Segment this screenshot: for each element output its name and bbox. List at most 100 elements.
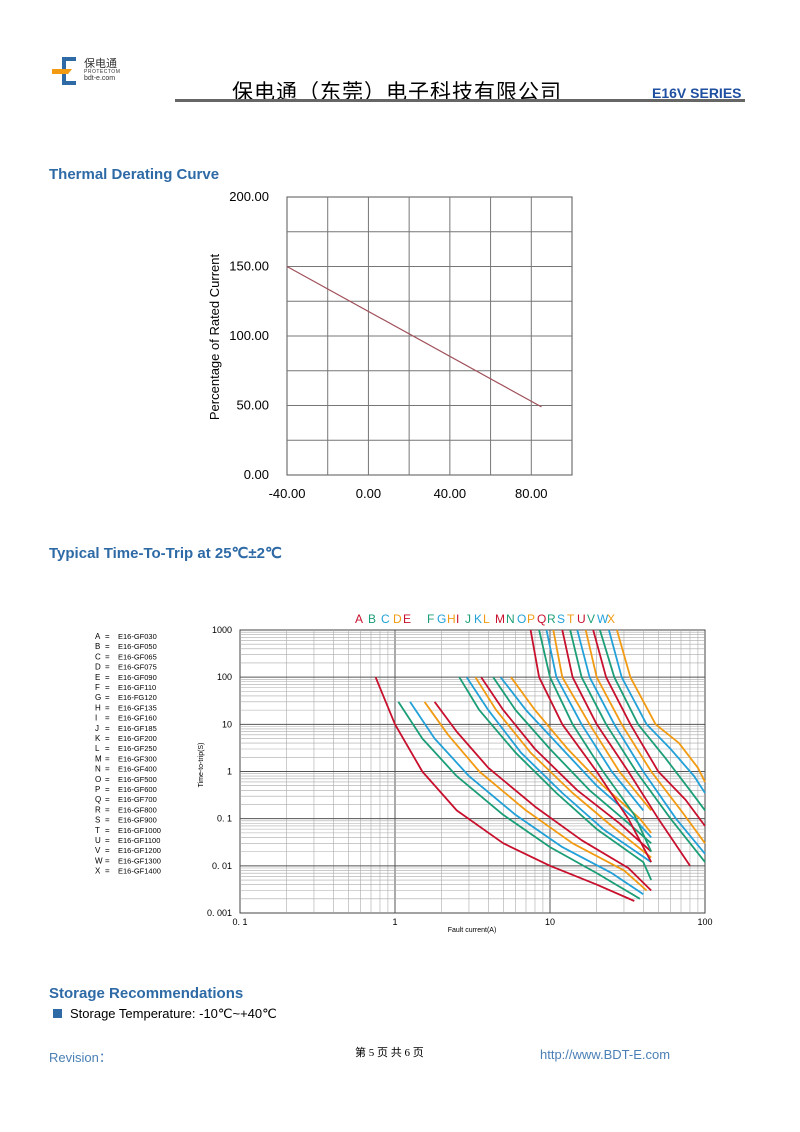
trip-x-tick-label: 0. 1 [232,917,247,927]
thermal-y-axis-label: Percentage of Rated Current [207,254,222,421]
trip-y-tick-label: 0. 01 [212,861,232,871]
thermal-title: Thermal Derating Curve [49,166,220,183]
company-logo: 保电通 PROTECTOM bdt-e.com [50,54,160,90]
trip-curve-letter: P [527,612,535,626]
trip-curve-letter: Q [537,612,546,626]
trip-legend-equals: = [105,724,110,733]
trip-curve-letter: J [465,612,471,626]
trip-legend-equals: = [105,744,110,753]
trip-legend-letter: P [95,785,100,794]
trip-legend-letter: Q [95,795,101,804]
trip-curve-letter: N [506,612,515,626]
trip-legend-equals: = [105,836,110,845]
trip-legend-equals: = [105,754,110,763]
thermal-y-tick-label: 100.00 [229,328,269,343]
trip-legend-part: E16-GF160 [118,714,157,723]
trip-curve-letter: H [447,612,456,626]
trip-curve-l [510,676,652,834]
trip-legend-equals: = [105,673,110,682]
trip-curve-letter: L [483,612,490,626]
trip-legend-letter: K [95,734,101,743]
footer-revision: Revision： [49,1050,112,1065]
trip-curve-t [584,629,706,844]
trip-ticks: 0. 001 0. 01 0. 1 1 10 100 1000 0. 1 1 10 100 [207,625,713,927]
trip-curve-v [599,629,706,811]
footer-page-number: 第 5 页 共 6 页 [355,1047,424,1059]
trip-legend-letter: R [95,805,101,814]
trip-legend-equals: = [105,795,110,804]
logo-mark-icon [52,57,76,85]
logo-en-text: PROTECTOM [84,69,121,75]
trip-legend-equals: = [105,826,110,835]
trip-legend-equals: = [105,846,110,855]
trip-y-tick-label: 100 [217,672,232,682]
logo-url-text: bdt-e.com [84,75,116,82]
trip-curve-i [480,676,652,853]
trip-curve-p [552,629,652,811]
trip-legend-letter: U [95,836,101,845]
trip-curve-letter: K [474,612,482,626]
thermal-x-tick-label: 40.00 [434,486,467,501]
trip-curve-letter: A [355,612,363,626]
trip-legend-part: E16-GF250 [118,744,157,753]
trip-curve-m [529,629,652,863]
trip-legend-part: E16-GF200 [118,734,157,743]
trip-legend-letter: A [95,632,101,641]
trip-legend-equals: = [105,765,110,774]
trip-curve-letter: V [587,612,595,626]
bullet-square-icon [53,1009,62,1018]
trip-x-tick-label: 100 [697,917,712,927]
trip-legend-equals: = [105,703,110,712]
trip-legend-part: E16-GF900 [118,816,157,825]
trip-curve-letter: T [567,612,575,626]
thermal-y-tick-label: 200.00 [229,189,269,204]
trip-legend-equals: = [105,663,110,672]
thermal-x-tick-label: 80.00 [515,486,548,501]
thermal-y-tick-label: 0.00 [244,467,269,482]
trip-legend-equals: = [105,683,110,692]
trip-legend-equals: = [105,816,110,825]
trip-grid [239,629,706,914]
trip-curve-c [409,701,644,895]
trip-legend-equals: = [105,642,110,651]
trip-curve-letter: B [368,612,376,626]
thermal-grid [286,196,573,476]
trip-legend-letter: J [95,724,99,733]
trip-curve-s [576,629,706,855]
trip-legend-equals: = [105,632,110,641]
trip-y-axis-label: Time-to-trip(S) [198,743,205,788]
trip-curve-letter: R [547,612,556,626]
trip-curve-u [592,629,706,827]
trip-y-tick-label: 0. 001 [207,908,232,918]
thermal-y-tick-label: 150.00 [229,259,269,274]
series-label: E16V SERIES [652,85,742,101]
trip-curve-x [616,629,706,783]
trip-legend-part: E16-GF065 [118,652,157,661]
trip-legend-part: E16-GF030 [118,632,157,641]
trip-legend-letter: N [95,765,101,774]
trip-curve-letter: E [403,612,411,626]
footer-url[interactable]: http://www.BDT-E.com [540,1047,671,1062]
trip-x-tick-label: 1 [392,917,397,927]
trip-legend-part: E16-GF1200 [118,846,161,855]
trip-legend-letter: M [95,754,102,763]
thermal-x-tick-label: 0.00 [356,486,381,501]
trip-legend-part: E16-GF700 [118,795,157,804]
trip-legend-part: E16-GF1300 [118,856,161,865]
trip-y-tick-label: 1000 [212,625,232,635]
trip-legend-letter: G [95,693,101,702]
trip-curve-n [538,629,653,852]
storage-temperature: Storage Temperature: -10℃~+40℃ [70,1006,277,1021]
thermal-x-tick-label: -40.00 [269,486,306,501]
trip-legend-part: E16-GF185 [118,724,157,733]
trip-curve-letter: G [437,612,446,626]
trip-curve-letter: X [607,612,615,626]
trip-legend-letter: F [95,683,100,692]
trip-curve-letter: M [495,612,505,626]
trip-curve-b [397,701,641,900]
trip-curve-letter: S [557,612,565,626]
trip-legend-part: E16-FG120 [118,693,157,702]
trip-top-letters: A B C D E F G H I J K L M N O P Q R S T U V WX [355,612,615,626]
